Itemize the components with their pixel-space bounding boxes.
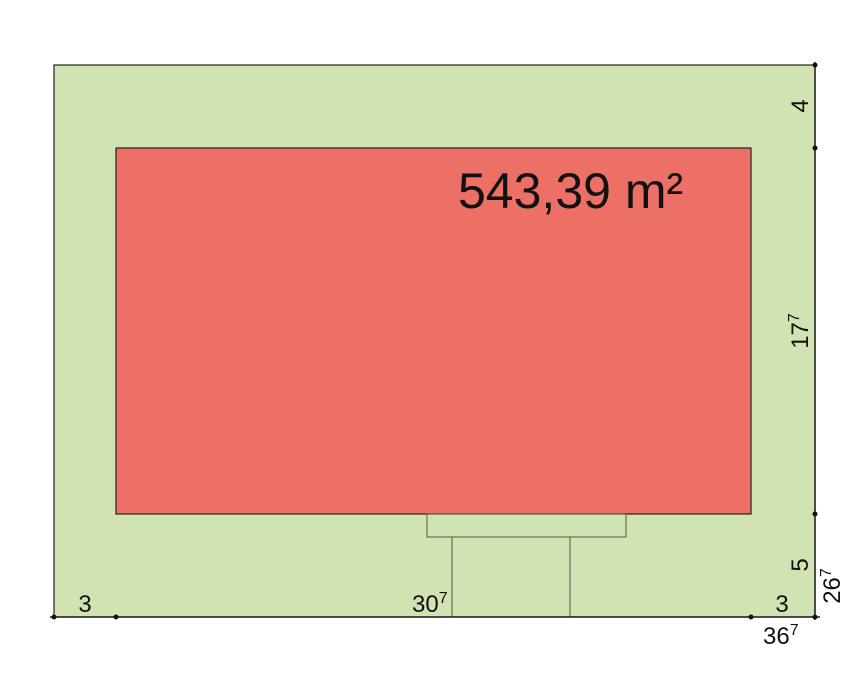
dim-dot xyxy=(812,145,818,151)
dim-dot xyxy=(113,614,119,620)
dim-dot xyxy=(51,614,57,620)
dim-right-bottom: 5 xyxy=(787,558,814,571)
dim-right-middle: 177 xyxy=(786,313,814,349)
dim-dot xyxy=(812,614,818,620)
dimension-lines xyxy=(50,62,820,620)
area-label: 543,39 m² xyxy=(458,163,683,219)
dim-dot xyxy=(748,614,754,620)
dim-bottom-left: 3 xyxy=(78,591,91,618)
dim-right-total: 267 xyxy=(818,568,846,604)
terrace xyxy=(426,513,627,538)
dim-right-top: 4 xyxy=(787,99,814,112)
dim-dot xyxy=(812,62,818,68)
dim-dot xyxy=(812,511,818,517)
dim-bottom-right: 3 xyxy=(775,591,788,618)
building-footprint xyxy=(115,147,752,515)
dim-bottom-middle: 307 xyxy=(412,590,448,618)
dim-bottom-total: 367 xyxy=(763,622,799,650)
